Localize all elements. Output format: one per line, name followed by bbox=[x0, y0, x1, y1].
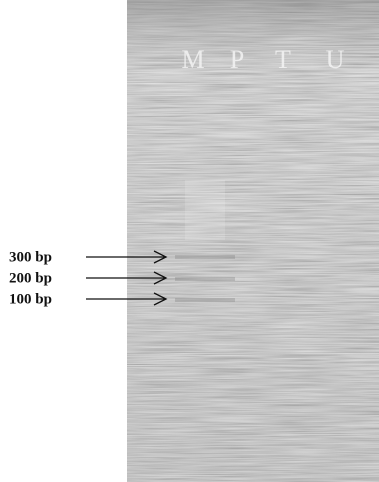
lane-label: M bbox=[181, 45, 204, 74]
page: MPTU300 bp200 bp100 bp (() => { const da… bbox=[0, 0, 379, 482]
marker-label: 300 bp bbox=[9, 249, 52, 265]
marker-label: 100 bp bbox=[9, 291, 52, 307]
lane-label: U bbox=[326, 45, 345, 74]
marker-label: 200 bp bbox=[9, 270, 52, 286]
lane-label: P bbox=[230, 45, 244, 74]
lane-label: T bbox=[275, 45, 291, 74]
gel-figure: MP T U 300 bp 200 bp 100 bp bbox=[0, 0, 379, 482]
